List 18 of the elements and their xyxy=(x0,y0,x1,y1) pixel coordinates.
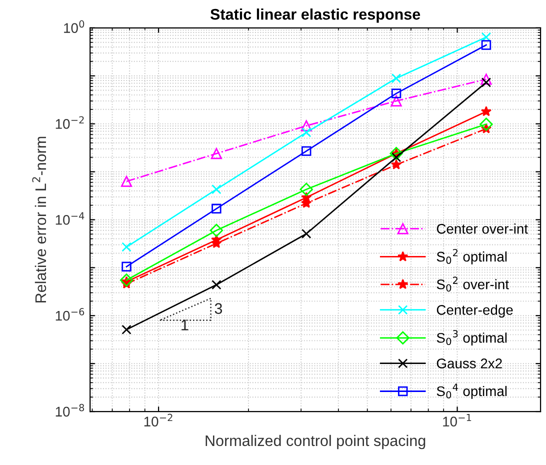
y-tick-label: 10$^{−6}$ xyxy=(56,308,84,321)
y-tick-label: 10$^{−8}$ xyxy=(56,404,84,417)
legend-label: Center over-int xyxy=(436,224,528,234)
legend-label: Gauss 2x2 xyxy=(436,358,502,368)
legend-label: S$_{0}$$^{2}$ over-int xyxy=(436,276,509,292)
y-axis-title: Relative error in L$^{2}$-norm xyxy=(32,136,46,302)
y-tick-label: 10$^{−2}$ xyxy=(56,116,84,129)
x-axis-title: Normalized control point spacing xyxy=(206,434,426,450)
legend-label: S$_{0}$$^{4}$ optimal xyxy=(436,384,507,399)
legend-label: S$_{0}$$^{2}$ optimal xyxy=(436,248,507,264)
annotation: 1 xyxy=(182,320,188,330)
x-tick-label: 10$^{−1}$ xyxy=(443,414,472,426)
y-tick-label: 10$^{−4}$ xyxy=(56,212,84,225)
y-tick-label: 10$^{0}$ xyxy=(64,20,84,33)
chart-title: Static linear elastic response xyxy=(210,8,420,23)
legend-label: S$_{0}$$^{3}$ optimal xyxy=(436,330,507,346)
legend-label: Center-edge xyxy=(436,304,513,318)
annotation: 3 xyxy=(214,303,222,314)
